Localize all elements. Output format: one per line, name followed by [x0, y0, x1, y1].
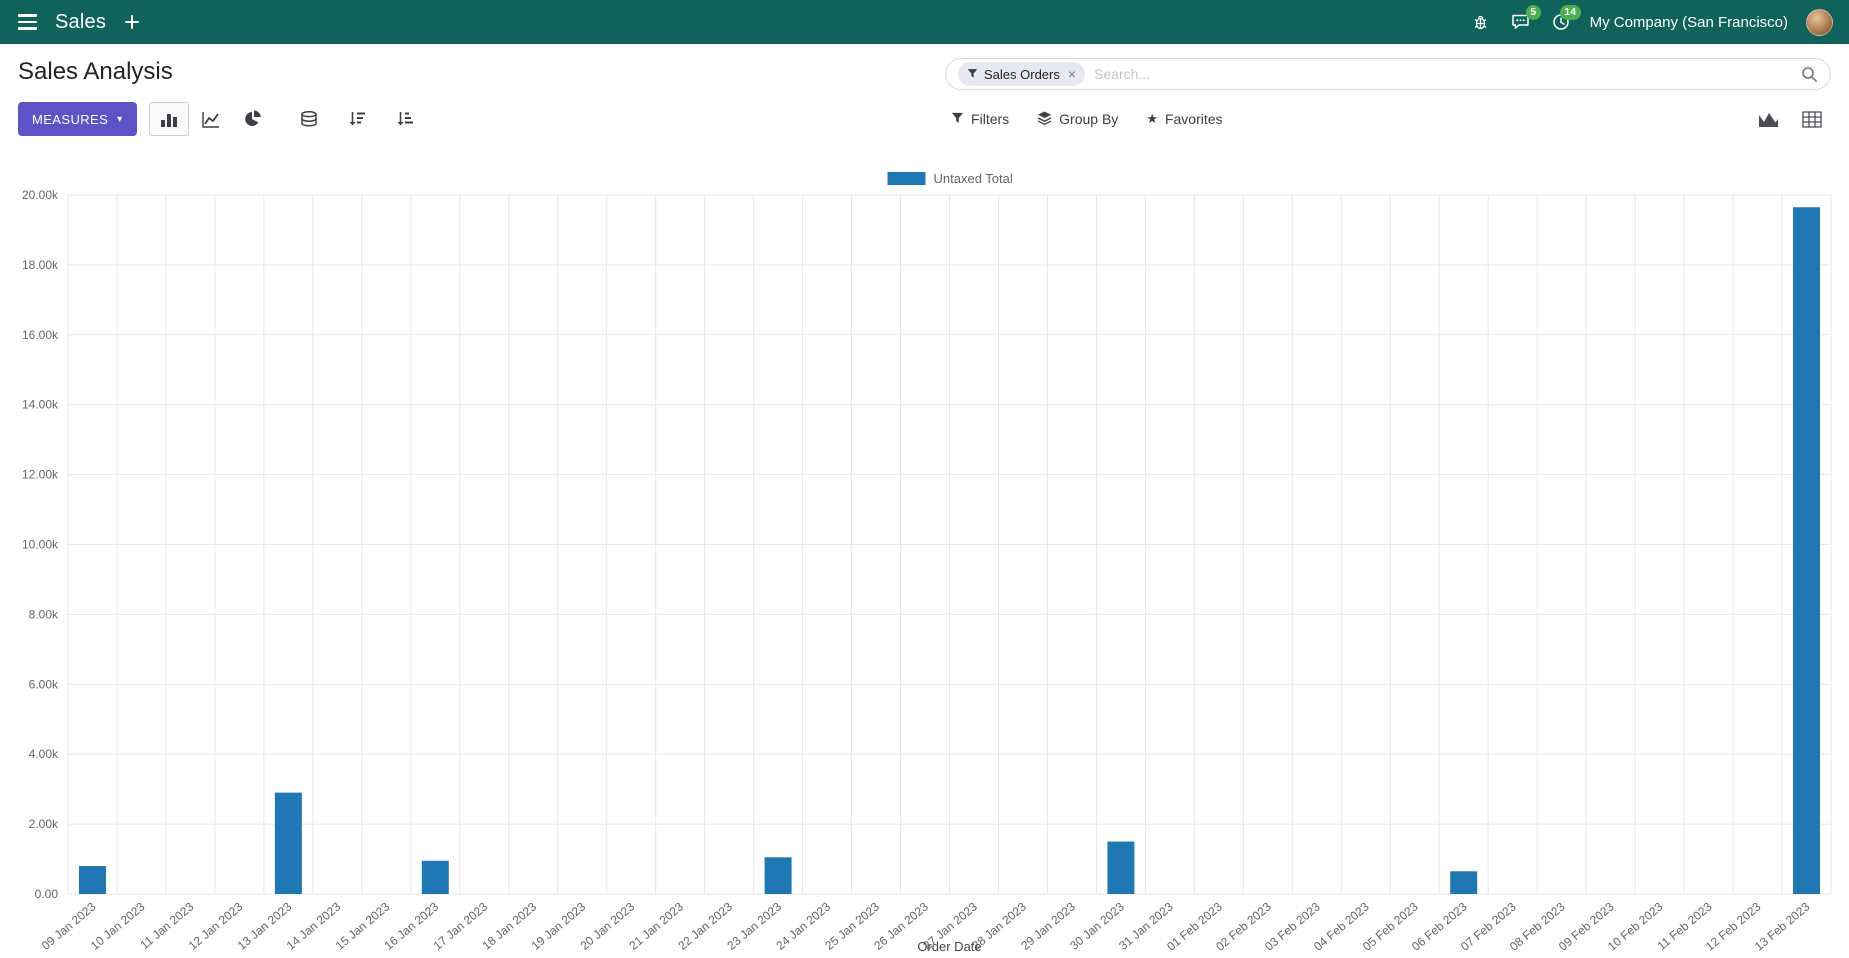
company-switcher[interactable]: My Company (San Francisco)	[1589, 13, 1788, 31]
bar-chart-button[interactable]	[148, 102, 189, 136]
search-bar[interactable]: Sales Orders ×	[945, 58, 1831, 90]
search-facet-label: Sales Orders	[984, 66, 1060, 82]
y-tick-label: 14.00k	[22, 398, 59, 412]
y-tick-label: 4.00k	[29, 747, 59, 761]
y-tick-label: 2.00k	[29, 817, 59, 831]
chart-type-switcher	[148, 102, 273, 136]
control-panel: Sales Analysis Sales Orders × MEASURES ▾	[0, 44, 1849, 146]
y-tick-label: 10.00k	[22, 538, 59, 552]
caret-down-icon: ▾	[117, 113, 123, 125]
y-tick-label: 18.00k	[22, 258, 59, 272]
pivot-view-icon[interactable]	[1793, 103, 1831, 135]
y-tick-label: 20.00k	[22, 188, 59, 202]
layers-icon	[1037, 110, 1052, 128]
x-tick-label: 10 Jan 2023	[88, 899, 148, 952]
search-icon[interactable]	[1801, 66, 1818, 83]
legend-label[interactable]: Untaxed Total	[934, 171, 1013, 186]
star-icon: ★	[1146, 111, 1158, 126]
plus-icon[interactable]	[124, 14, 140, 30]
facet-close-icon[interactable]: ×	[1067, 66, 1077, 82]
chart-options-group	[289, 102, 425, 136]
measures-button[interactable]: MEASURES ▾	[18, 102, 137, 136]
debug-icon[interactable]	[1470, 12, 1491, 33]
search-options: Filters Group By ★ Favorites	[951, 110, 1223, 128]
filter-facet-icon	[967, 67, 978, 82]
y-tick-label: 8.00k	[29, 607, 59, 621]
favorites-button[interactable]: ★ Favorites	[1146, 111, 1222, 127]
y-tick-label: 6.00k	[29, 677, 59, 691]
chart-bar[interactable]	[764, 857, 792, 894]
stacked-toggle-icon[interactable]	[289, 102, 329, 136]
x-axis-title: Order Date	[917, 939, 981, 954]
activities-icon[interactable]: 14	[1550, 5, 1581, 33]
y-tick-label: 16.00k	[22, 328, 59, 342]
legend-swatch[interactable]	[887, 172, 926, 185]
filter-icon	[951, 111, 964, 127]
chart-bar[interactable]	[1793, 207, 1821, 895]
sort-ascending-icon[interactable]	[385, 102, 425, 136]
line-chart-button[interactable]	[191, 102, 231, 136]
measures-label: MEASURES	[32, 111, 109, 127]
y-tick-label: 0.00	[35, 887, 59, 901]
user-avatar[interactable]	[1806, 8, 1833, 36]
sort-descending-icon[interactable]	[337, 102, 377, 136]
apps-menu-icon[interactable]	[16, 10, 39, 34]
view-switcher	[1749, 103, 1831, 135]
page-title: Sales Analysis	[18, 58, 173, 85]
messages-badge: 5	[1525, 5, 1541, 21]
filters-label: Filters	[971, 111, 1010, 127]
graph-view: 0.00 2.00k 4.00k 6.00k 8.00k 10.00k 12.00k 14.0…	[0, 146, 1849, 958]
pie-chart-button[interactable]	[233, 102, 273, 136]
topbar-right: 5 14 My Company (San Francisco)	[1470, 5, 1833, 36]
y-tick-label: 12.00k	[22, 468, 59, 482]
activities-badge: 14	[1559, 5, 1581, 21]
app-name[interactable]: Sales	[55, 10, 107, 33]
top-navbar: Sales 5 14 My Company (San Francisco)	[0, 0, 1849, 44]
group-by-label: Group By	[1059, 111, 1119, 127]
search-input[interactable]	[1094, 66, 1792, 82]
messages-icon[interactable]: 5	[1509, 5, 1541, 33]
chart-bar[interactable]	[274, 792, 302, 894]
chart-bar[interactable]	[421, 860, 449, 894]
graph-view-icon[interactable]	[1749, 103, 1787, 135]
favorites-label: Favorites	[1164, 111, 1223, 127]
chart-bar[interactable]	[1450, 871, 1478, 894]
search-facet[interactable]: Sales Orders ×	[958, 62, 1086, 86]
chart-bar[interactable]	[78, 866, 106, 894]
filters-button[interactable]: Filters	[951, 111, 1009, 127]
bar-chart: 0.00 2.00k 4.00k 6.00k 8.00k 10.00k 12.00k 14.0…	[22, 171, 1832, 954]
group-by-button[interactable]: Group By	[1037, 110, 1119, 128]
chart-bar[interactable]	[1107, 841, 1135, 894]
